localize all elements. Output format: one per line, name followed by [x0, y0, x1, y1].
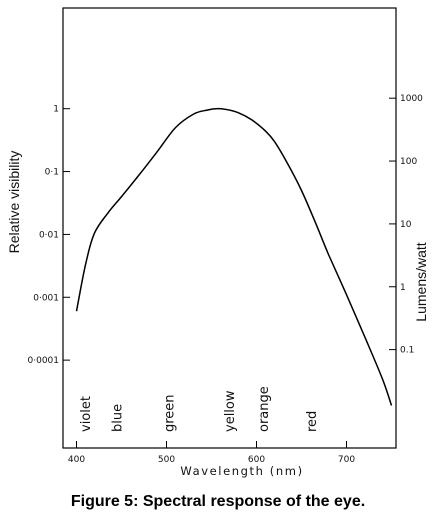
right-tick-label: 100 [400, 157, 417, 167]
left-tick-label: 1 [53, 105, 59, 115]
visibility-curve [75, 107, 393, 406]
plot-area: 1 0·1 0·01 0·001 0·0001 1000 100 10 1 0.1 400 500… [28, 7, 423, 465]
left-tick-label: 0·01 [39, 230, 59, 240]
x-tick-label: 400 [68, 455, 85, 465]
color-label-green: green [163, 394, 178, 432]
right-tick-label: 1 [400, 283, 406, 293]
right-tick-label: 0.1 [400, 346, 414, 356]
right-tick-labels: 1000 100 10 1 0.1 [400, 94, 423, 355]
color-label-red: red [305, 411, 320, 432]
x-tick-label: 700 [338, 455, 355, 465]
left-tick-label: 0·001 [33, 293, 59, 303]
color-label-orange: orange [257, 386, 272, 432]
plot-frame [62, 7, 397, 449]
right-tick-label: 10 [400, 220, 412, 230]
y-axis-title-left: Relative visibility [6, 151, 22, 254]
x-axis-title: Wavelength (nm) [180, 464, 303, 478]
color-label-yellow: yellow [223, 390, 238, 432]
x-tick-label: 600 [248, 455, 265, 465]
color-label-blue: blue [111, 404, 126, 432]
right-tick-label: 1000 [400, 94, 423, 104]
y-axis-title-right: Lumens/watt [413, 242, 429, 321]
left-tick-label: 0·1 [45, 168, 59, 178]
color-band-labels: violet blue green yellow orange red [79, 386, 320, 432]
figure-caption: Figure 5: Spectral response of the eye. [71, 493, 365, 510]
x-tick-labels: 400 500 600 700 [68, 455, 355, 465]
left-tick-labels: 1 0·1 0·01 0·001 0·0001 [28, 105, 60, 366]
left-tick-label: 0·0001 [28, 356, 60, 366]
x-tick-label: 500 [158, 455, 175, 465]
tick-marks [63, 97, 396, 448]
color-label-violet: violet [79, 396, 94, 432]
